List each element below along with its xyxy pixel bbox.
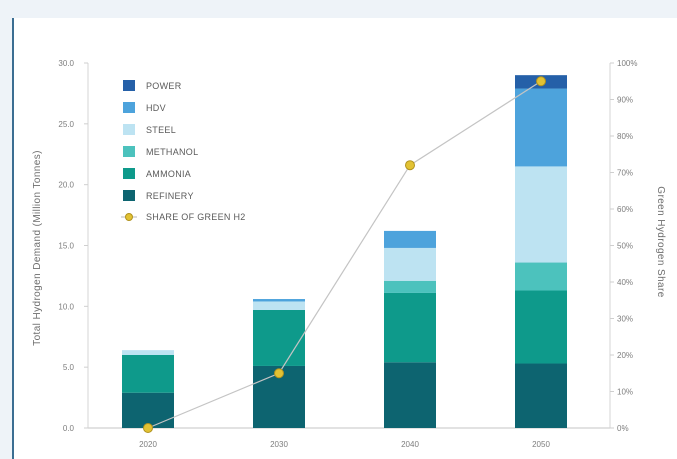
bar-segment-ammonia (122, 355, 174, 393)
legend-label-ammonia: AMMONIA (146, 169, 191, 179)
bar-segment-hdv (384, 230, 436, 248)
legend-label-methanol: METHANOL (146, 147, 198, 157)
x-tick-label: 2050 (532, 440, 550, 449)
legend-label-green-share: SHARE OF GREEN H2 (146, 212, 246, 222)
y-axis-title: Total Hydrogen Demand (Million Tonnes) (32, 150, 43, 346)
legend-marker-swatch (125, 213, 133, 221)
green-share-polyline (147, 80, 542, 429)
green-share-point (536, 76, 546, 87)
legend-swatch-power (123, 80, 135, 91)
bar-segment-ammonia (515, 290, 567, 364)
y2-tick-label: 20% (617, 351, 633, 360)
legend: POWER HDV STEEL METHANOL AMMONIA REFINERY SHAR… (121, 80, 246, 222)
bar-segment-refinery (122, 392, 174, 428)
green-share-point (405, 160, 415, 171)
y-tick-label: 5.0 (63, 363, 75, 372)
green-share-point (274, 368, 284, 379)
x-tick-label: 2040 (401, 440, 419, 449)
legend-label-steel: STEEL (146, 125, 176, 135)
y-tick-label: 20.0 (58, 181, 74, 190)
legend-swatch-refinery (123, 190, 135, 201)
legend-swatch-methanol (123, 146, 135, 157)
stacked-bars (122, 75, 567, 428)
y2-tick-label: 100% (617, 59, 637, 68)
x-tick-label: 2030 (270, 440, 288, 449)
y2-tick-label: 10% (617, 388, 633, 397)
bar-segment-hdv (515, 88, 567, 167)
y-tick-label: 0.0 (63, 424, 75, 433)
bar-segment-ammonia (384, 292, 436, 363)
bar-segment-steel (515, 166, 567, 263)
y-tick-label: 10.0 (58, 302, 74, 311)
legend-swatch-steel (123, 124, 135, 135)
legend-label-power: POWER (146, 81, 182, 91)
y-tick-label: 15.0 (58, 242, 74, 251)
bar-segment-steel (253, 301, 305, 310)
x-tick-label: 2020 (139, 440, 157, 449)
legend-label-refinery: REFINERY (146, 191, 194, 201)
bar-segment-methanol (384, 280, 436, 293)
bar-segment-ammonia (253, 309, 305, 366)
y2-tick-label: 60% (617, 205, 633, 214)
legend-label-hdv: HDV (146, 103, 166, 113)
tick-labels: 0.0 5.0 10.0 15.0 20.0 25.0 30.0 0% 10% 20% 30% 40%… (58, 59, 637, 449)
y2-tick-label: 90% (617, 96, 633, 105)
y2-tick-label: 80% (617, 132, 633, 141)
green-share-line (143, 76, 546, 433)
y-tick-label: 30.0 (58, 59, 74, 68)
bar-segment-steel (384, 247, 436, 281)
bar-segment-steel (122, 350, 174, 355)
y2-tick-label: 0% (617, 424, 629, 433)
y2-tick-label: 70% (617, 169, 633, 178)
y2-tick-label: 30% (617, 315, 633, 324)
bar-segment-refinery (515, 363, 567, 428)
green-share-point (143, 423, 153, 433)
legend-swatch-hdv (123, 102, 135, 113)
bar-segment-hdv (253, 299, 305, 302)
y-tick-label: 25.0 (58, 120, 74, 129)
y2-tick-label: 50% (617, 242, 633, 251)
bar-segment-methanol (515, 262, 567, 291)
y2-tick-label: 40% (617, 278, 633, 287)
y2-axis-title: Green Hydrogen Share (655, 186, 666, 297)
bar-segment-refinery (384, 362, 436, 428)
legend-swatch-ammonia (123, 168, 135, 179)
